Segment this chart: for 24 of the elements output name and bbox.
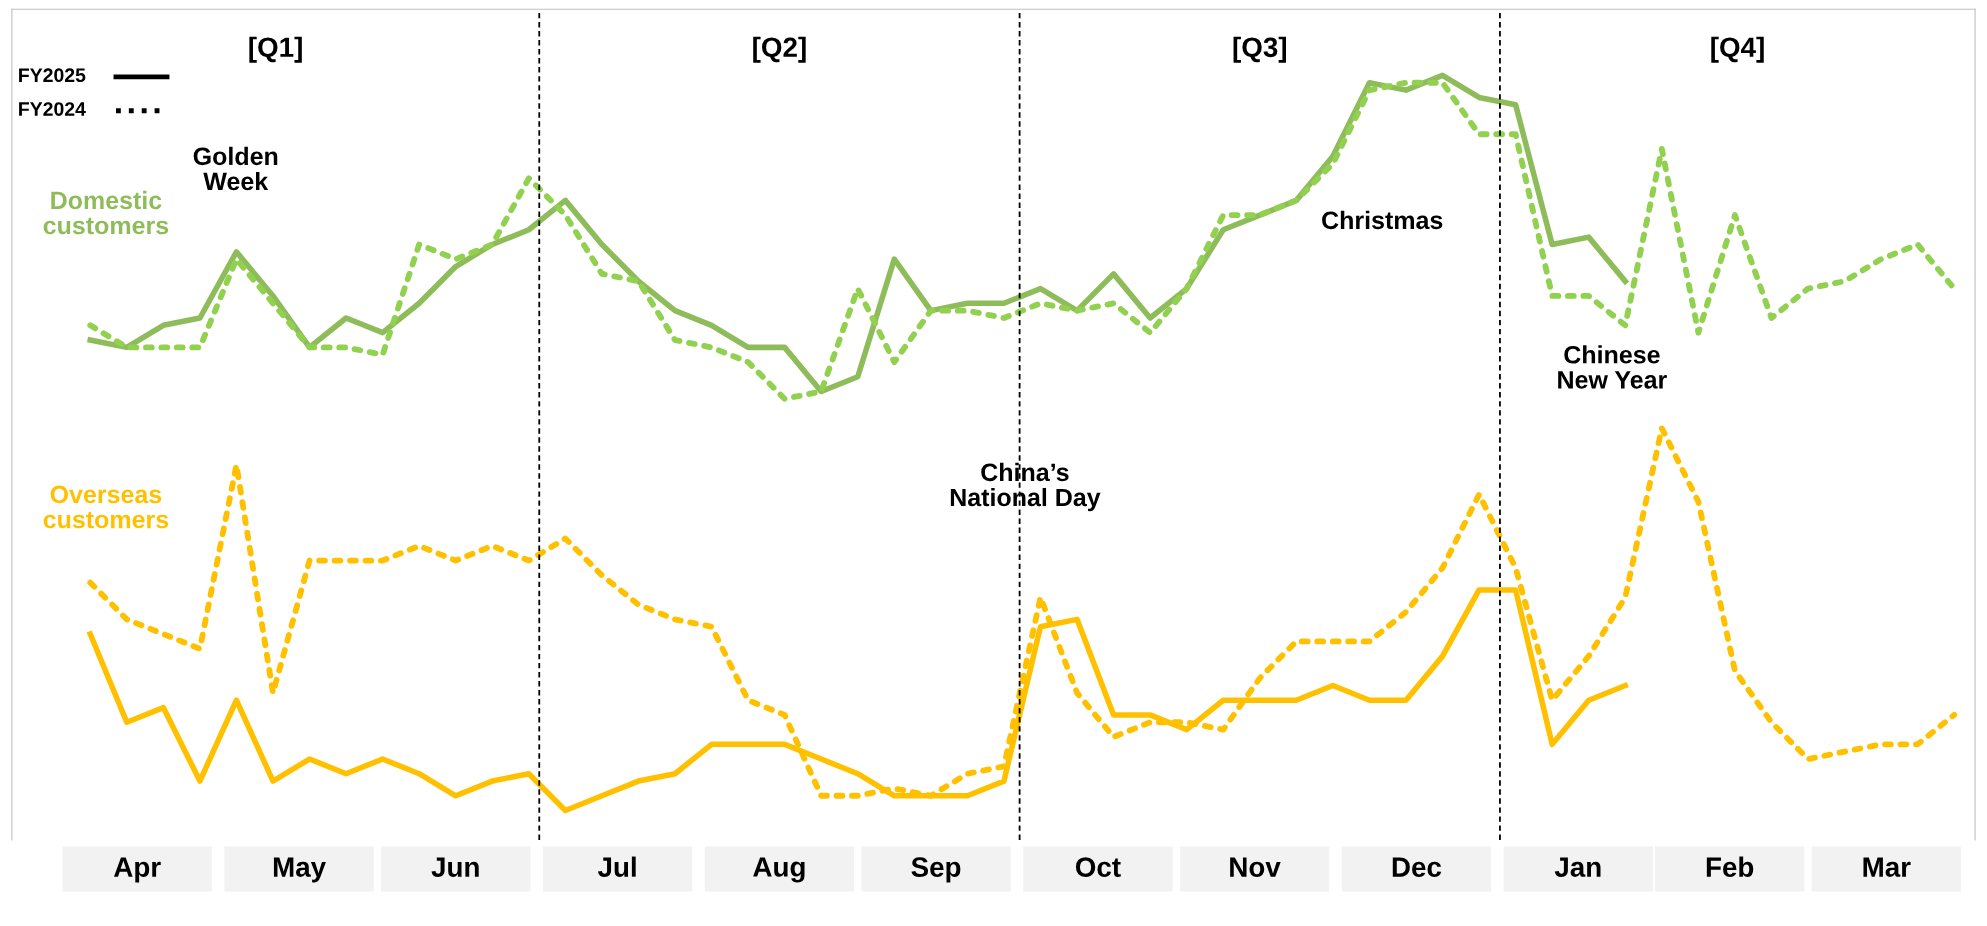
text: Overseas customers bbox=[43, 485, 169, 529]
x-tick-label: Sep bbox=[911, 857, 961, 883]
annotation: China’s National Day bbox=[950, 462, 1101, 512]
annotation: FY2024 bbox=[19, 102, 86, 116]
annotation: Christmas bbox=[1322, 210, 1443, 230]
x-tick-label: Apr bbox=[114, 857, 161, 883]
text: [Q3] bbox=[1233, 36, 1286, 63]
text: [Q2] bbox=[753, 36, 806, 63]
x-tick-label: Jan bbox=[1554, 857, 1601, 877]
annotation: Golden Week bbox=[193, 146, 278, 191]
x-tick-label: May bbox=[273, 857, 326, 883]
x-tick-label: Feb bbox=[1706, 856, 1754, 877]
x-tick-label: Nov bbox=[1230, 857, 1281, 877]
text: [Q4] bbox=[1711, 36, 1764, 63]
x-tick-label: Oct bbox=[1075, 857, 1121, 877]
annotation: Chinese New Year bbox=[1558, 345, 1667, 389]
x-tick-label: Jul bbox=[597, 856, 636, 877]
x-tick-label: Aug bbox=[753, 857, 805, 883]
x-tick-label: Mar bbox=[1863, 857, 1911, 877]
text: [Q1] bbox=[249, 36, 302, 63]
x-tick-label: Dec bbox=[1392, 857, 1442, 877]
annotation: FY2025 bbox=[19, 68, 86, 83]
text: Domestic customers bbox=[43, 190, 169, 235]
x-tick-label: Jun bbox=[431, 857, 479, 877]
